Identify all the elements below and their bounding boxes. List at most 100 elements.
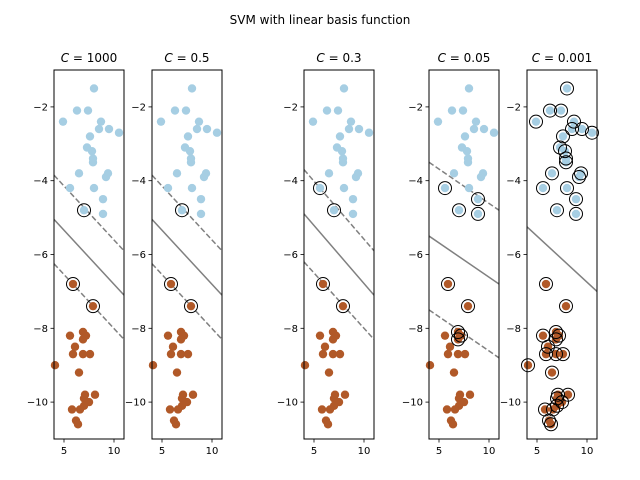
support-vector-ring [521, 358, 535, 373]
support-vector-ring [544, 417, 558, 432]
data-point-class-0 [89, 84, 99, 93]
data-point-class-1 [75, 405, 85, 414]
data-point-class-0 [571, 194, 581, 204]
y-tick-label: −10 [27, 398, 48, 409]
panel-c-value: 1000 [87, 51, 118, 65]
data-point-class-0 [87, 146, 97, 156]
data-point-class-1 [168, 342, 178, 351]
data-point-class-0 [185, 146, 195, 156]
support-vector-ring [559, 151, 573, 166]
data-point-class-0 [473, 209, 483, 219]
data-point-class-0 [463, 158, 473, 167]
y-tick-label: −8 [408, 324, 423, 335]
support-vector-ring [560, 181, 574, 196]
support-vector-ring [549, 332, 563, 347]
data-point-class-0 [324, 169, 334, 178]
data-point-class-1 [183, 349, 193, 359]
support-vector-ring [451, 332, 465, 347]
data-point-class-1 [165, 405, 175, 414]
panel-c-value: 0.05 [464, 51, 491, 65]
support-vector-ring [77, 203, 91, 218]
x-tick-label: 5 [311, 446, 317, 457]
y-tick-label: −2 [33, 102, 48, 113]
data-point-class-0 [562, 84, 572, 93]
panel-5: C = 0.001 5 10 −2 −4 −6 −8 −10 [500, 51, 599, 457]
support-vector-ring [574, 166, 588, 181]
panel-title: C = 0.5 [164, 51, 209, 65]
data-point-class-0 [196, 209, 206, 219]
data-point-class-0 [58, 117, 68, 126]
decision-boundary [304, 213, 374, 296]
y-tick-label: −8 [283, 324, 298, 335]
data-point-class-1 [85, 349, 95, 359]
data-point-class-1 [453, 349, 463, 359]
data-point-class-1 [90, 390, 100, 399]
data-point-class-0 [545, 106, 555, 115]
data-point-class-1 [460, 349, 470, 359]
chart-title: SVM with linear basis function [230, 13, 411, 27]
x-tick-label: 5 [534, 446, 540, 457]
data-point-class-1 [523, 361, 533, 370]
data-point-class-1 [67, 405, 77, 414]
data-point-class-1 [176, 335, 186, 344]
data-point-class-0 [344, 124, 354, 134]
data-point-class-0 [183, 132, 193, 141]
data-point-class-0 [337, 146, 347, 156]
data-point-class-0 [104, 124, 114, 134]
data-point-class-0 [460, 132, 470, 141]
data-point-class-0 [433, 117, 443, 126]
margin-line-upper [304, 169, 374, 252]
support-vector-ring [471, 206, 485, 221]
support-vector-ring [536, 181, 550, 196]
data-point-class-1 [173, 405, 183, 414]
panel-c-value: 0.3 [342, 51, 361, 65]
support-vector-ring [461, 299, 475, 314]
decision-boundary [54, 218, 124, 296]
data-point-class-1 [78, 349, 88, 359]
data-point-class-0 [454, 206, 464, 215]
y-tick-label: −4 [408, 176, 423, 187]
support-vector-ring [336, 299, 350, 314]
data-point-class-0 [172, 169, 182, 178]
data-point-class-0 [339, 84, 349, 93]
data-point-class-1 [65, 331, 75, 340]
y-tick-label: −6 [408, 250, 423, 261]
support-vector-ring [545, 365, 559, 380]
support-vector-ring [569, 192, 583, 207]
data-point-class-0 [187, 183, 197, 193]
data-point-class-1 [318, 349, 328, 359]
data-point-class-0 [464, 183, 474, 193]
support-vector-ring [175, 203, 189, 218]
y-tick-label: −10 [277, 398, 298, 409]
data-point-class-1 [188, 390, 198, 399]
data-point-class-0 [489, 128, 499, 137]
data-point-class-0 [192, 124, 202, 134]
data-point-class-1 [540, 405, 550, 414]
data-point-class-0 [531, 117, 541, 126]
data-point-class-0 [587, 128, 597, 137]
data-point-class-1 [450, 405, 460, 414]
data-point-class-0 [346, 117, 356, 126]
support-vector-ring [549, 324, 563, 339]
data-point-class-1 [78, 335, 88, 344]
data-point-class-0 [338, 158, 348, 167]
data-point-class-0 [458, 106, 468, 115]
support-vector-ring [66, 277, 80, 292]
support-vector-ring [438, 181, 452, 196]
data-point-class-1 [171, 420, 181, 429]
y-tick-label: −10 [402, 398, 423, 409]
data-point-class-0 [79, 206, 89, 215]
y-tick-label: −8 [506, 324, 521, 335]
data-point-class-1 [68, 279, 78, 289]
y-tick-label: −8 [33, 324, 48, 335]
x-tick-label: 10 [358, 446, 371, 457]
data-point-class-0 [552, 206, 562, 215]
support-vector-ring [454, 328, 468, 343]
support-vector-ring [316, 277, 330, 292]
support-vector-ring [569, 206, 583, 221]
data-point-class-0 [469, 124, 479, 134]
y-tick-label: −4 [283, 176, 298, 187]
data-point-class-0 [333, 106, 343, 115]
support-vector-ring [552, 328, 566, 343]
panel-1: C = 1000 5 10 −2 −4 −6 −8 −10 [27, 51, 125, 457]
